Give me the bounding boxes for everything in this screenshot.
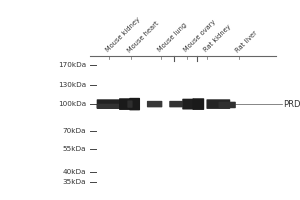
Text: 55kDa: 55kDa — [63, 146, 86, 152]
FancyBboxPatch shape — [218, 102, 236, 108]
Text: Mouse heart: Mouse heart — [127, 20, 160, 53]
Text: 35kDa: 35kDa — [63, 179, 86, 185]
Text: Mouse ovary: Mouse ovary — [182, 19, 217, 53]
FancyBboxPatch shape — [169, 101, 183, 107]
FancyBboxPatch shape — [182, 99, 194, 110]
Text: PRDM5: PRDM5 — [284, 100, 300, 109]
FancyBboxPatch shape — [147, 101, 162, 107]
FancyBboxPatch shape — [128, 100, 133, 108]
FancyBboxPatch shape — [97, 99, 120, 109]
Text: Rat liver: Rat liver — [235, 29, 259, 53]
FancyBboxPatch shape — [129, 98, 140, 110]
Text: 70kDa: 70kDa — [63, 128, 86, 134]
Text: 130kDa: 130kDa — [58, 82, 86, 88]
Text: 40kDa: 40kDa — [63, 169, 86, 175]
Text: Mouse kidney: Mouse kidney — [104, 17, 141, 53]
FancyBboxPatch shape — [119, 98, 131, 110]
Text: Mouse lung: Mouse lung — [156, 22, 188, 53]
FancyBboxPatch shape — [206, 99, 230, 109]
FancyBboxPatch shape — [97, 104, 120, 109]
Text: Rat kidney: Rat kidney — [203, 24, 232, 53]
Text: 170kDa: 170kDa — [58, 62, 86, 68]
FancyBboxPatch shape — [193, 98, 204, 110]
Text: 100kDa: 100kDa — [58, 101, 86, 107]
